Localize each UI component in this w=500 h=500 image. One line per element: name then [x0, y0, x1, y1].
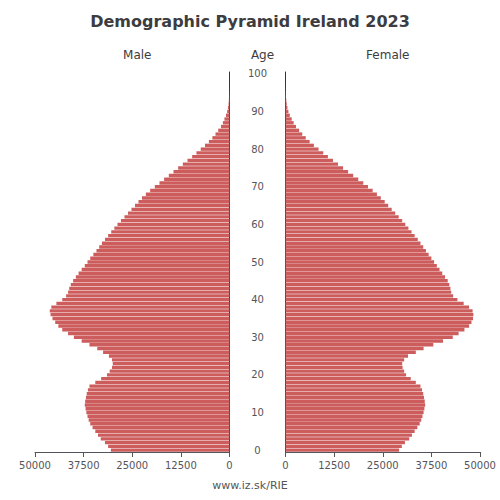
svg-text:www.iz.sk/RIE: www.iz.sk/RIE: [212, 479, 287, 492]
svg-text:50000: 50000: [464, 460, 496, 471]
svg-text:Male: Male: [123, 48, 151, 62]
svg-text:10: 10: [251, 407, 264, 418]
svg-text:37500: 37500: [68, 460, 100, 471]
svg-text:100: 100: [248, 68, 267, 79]
svg-text:25000: 25000: [367, 460, 399, 471]
svg-text:30: 30: [251, 332, 264, 343]
svg-text:50000: 50000: [19, 460, 51, 471]
svg-text:Demographic Pyramid Ireland 20: Demographic Pyramid Ireland 2023: [90, 12, 410, 31]
svg-text:0: 0: [226, 460, 232, 471]
svg-text:Female: Female: [366, 48, 409, 62]
svg-text:90: 90: [251, 106, 264, 117]
svg-text:20: 20: [251, 369, 264, 380]
svg-text:0: 0: [282, 460, 288, 471]
svg-text:12500: 12500: [165, 460, 197, 471]
svg-text:60: 60: [251, 219, 264, 230]
svg-text:25000: 25000: [116, 460, 148, 471]
svg-text:70: 70: [251, 181, 264, 192]
svg-text:80: 80: [251, 144, 264, 155]
svg-text:37500: 37500: [415, 460, 447, 471]
svg-text:12500: 12500: [318, 460, 350, 471]
svg-text:0: 0: [254, 445, 260, 456]
svg-text:Age: Age: [251, 48, 274, 62]
svg-text:50: 50: [251, 257, 264, 268]
svg-text:40: 40: [251, 294, 264, 305]
